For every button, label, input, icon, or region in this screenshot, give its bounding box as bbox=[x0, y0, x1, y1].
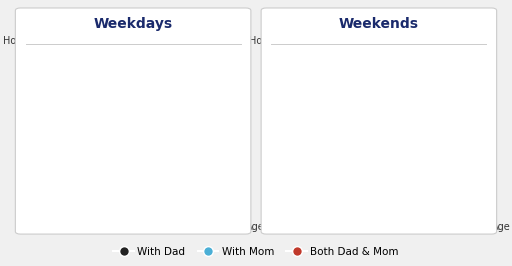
Text: Age: Age bbox=[492, 222, 510, 232]
Bar bbox=[99, 113, 119, 180]
Bar bbox=[345, 180, 365, 192]
Text: Hour: Hour bbox=[3, 36, 27, 46]
Text: Weekdays: Weekdays bbox=[94, 17, 173, 31]
Bar bbox=[172, 180, 192, 192]
Bar bbox=[208, 168, 228, 192]
Bar bbox=[62, 87, 82, 107]
Bar bbox=[454, 145, 474, 188]
Bar bbox=[308, 188, 328, 192]
Bar bbox=[418, 140, 438, 186]
Bar bbox=[418, 73, 438, 140]
Bar bbox=[172, 90, 192, 116]
Bar bbox=[381, 71, 401, 137]
Bar bbox=[136, 91, 156, 107]
Bar bbox=[381, 137, 401, 174]
Bar bbox=[381, 174, 401, 192]
Bar bbox=[208, 84, 228, 111]
Legend: With Dad, With Mom, Both Dad & Mom: With Dad, With Mom, Both Dad & Mom bbox=[109, 242, 403, 261]
Bar bbox=[99, 92, 119, 113]
Bar bbox=[308, 90, 328, 142]
Text: Hour: Hour bbox=[249, 36, 272, 46]
Bar bbox=[136, 107, 156, 165]
Bar bbox=[99, 180, 119, 192]
Bar bbox=[418, 186, 438, 192]
Bar bbox=[62, 107, 82, 168]
Text: 7: 7 bbox=[120, 99, 170, 168]
Bar bbox=[345, 140, 365, 180]
Bar bbox=[172, 116, 192, 180]
Text: Weekends: Weekends bbox=[339, 17, 419, 31]
Text: Age: Age bbox=[246, 222, 265, 232]
Bar bbox=[454, 84, 474, 145]
Bar bbox=[454, 188, 474, 192]
Bar bbox=[62, 168, 82, 192]
Bar bbox=[208, 111, 228, 168]
Text: M: M bbox=[355, 99, 427, 168]
Bar bbox=[345, 73, 365, 140]
Bar bbox=[136, 165, 156, 192]
Bar bbox=[308, 142, 328, 188]
